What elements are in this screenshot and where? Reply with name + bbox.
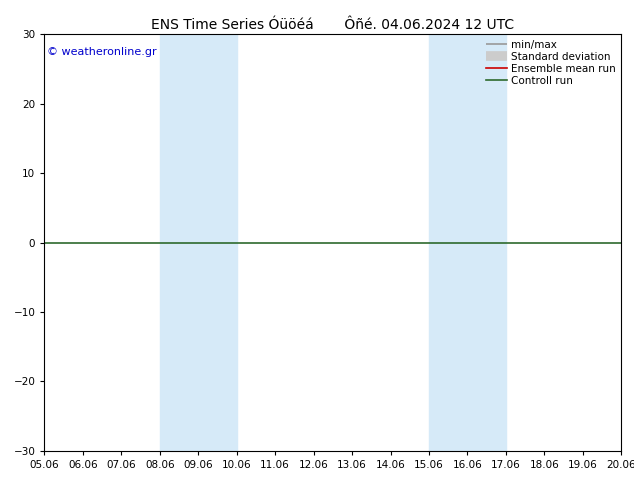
Title: ENS Time Series Óüöéá       Ôñé. 04.06.2024 12 UTC: ENS Time Series Óüöéá Ôñé. 04.06.2024 12… [152,18,514,32]
Bar [160,34,236,451]
Legend: min/max, Standard deviation, Ensemble mean run, Controll run: min/max, Standard deviation, Ensemble me… [484,37,618,88]
Text: © weatheronline.gr: © weatheronline.gr [48,47,157,57]
Bar [429,34,506,451]
